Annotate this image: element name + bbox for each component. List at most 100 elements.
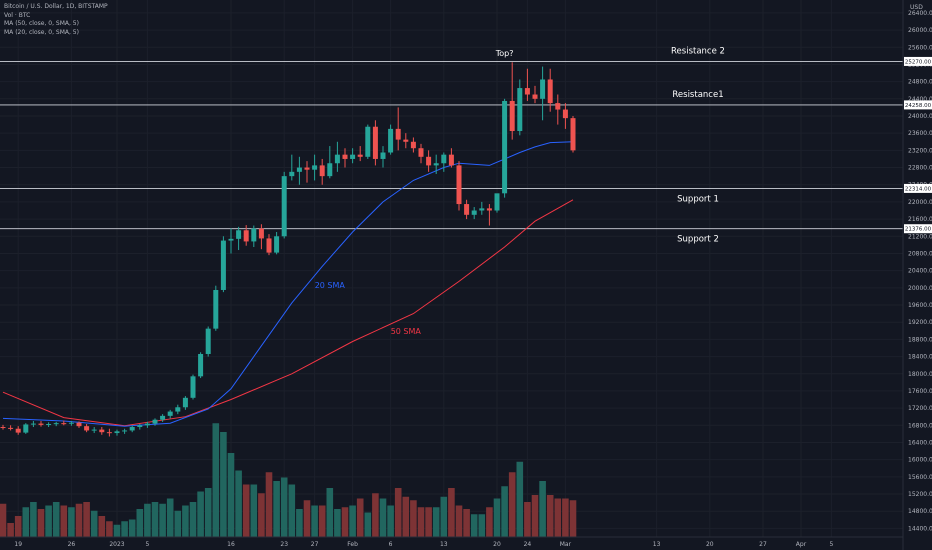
candle-body [418, 148, 424, 157]
level-price-tag-text: 24258.00 [905, 103, 932, 109]
time-tick-label: 16 [227, 541, 235, 548]
candle-body [357, 154, 363, 157]
candle-body [570, 118, 576, 151]
price-tick-label: 21600.00 [908, 216, 932, 223]
time-tick-label: 24 [524, 541, 532, 548]
time-axis[interactable]: 19 26 2023 5 16 23 27 Feb 6 13 20 24 Mar 13 20 27 Apr 5 [14, 541, 833, 548]
candle-body [61, 423, 67, 425]
volume-indicator-label[interactable]: Vol · BTC [4, 11, 31, 19]
volume-bar [394, 488, 402, 537]
candle-body [426, 156, 432, 166]
horizontal-levels[interactable]: Resistance 2 Resistance1 Support 1 Support … [0, 46, 903, 245]
volume-bar [402, 496, 410, 537]
volume-bar [356, 498, 364, 537]
candle-body [122, 430, 128, 432]
candle-body [350, 154, 356, 159]
volume-bar [478, 514, 486, 537]
volume-bar [379, 498, 387, 537]
chart-annotations: Top? 20 SMA 50 SMA [315, 49, 514, 336]
volume-bar [136, 509, 144, 537]
volume-bar [569, 500, 577, 537]
volume-bar [37, 509, 45, 537]
symbol-title[interactable]: Bitcoin / U.S. Dollar, 1D, BITSTAMP [4, 3, 108, 10]
volume-bar [508, 472, 516, 537]
level-price-tag [904, 56, 932, 66]
time-tick-label: 19 [14, 541, 22, 548]
volume-bar [242, 484, 250, 537]
price-tick-label: 16000.00 [908, 457, 932, 464]
volume-bar [0, 503, 7, 537]
candle-body [502, 100, 508, 194]
candle-body [182, 397, 188, 408]
candle-body [38, 423, 44, 425]
candle-body [220, 240, 226, 290]
time-tick-label: 5 [145, 541, 149, 548]
volume-bar [14, 516, 22, 537]
level-price-tag-text: 21376.00 [905, 227, 932, 233]
candle-body [23, 424, 29, 433]
level-label: Support 2 [677, 235, 719, 245]
candle-body [236, 230, 242, 239]
candle-body [304, 167, 310, 170]
candle-body [456, 165, 462, 205]
volume-bar [463, 509, 470, 537]
time-tick-label: 13 [653, 541, 661, 548]
candle-body [547, 79, 553, 104]
volume-bar [288, 484, 296, 537]
volume-bar [280, 477, 288, 537]
candle-body [68, 422, 74, 424]
volume-bar [296, 509, 303, 537]
volume-bar [524, 502, 531, 537]
candle-body [555, 103, 561, 110]
candle-body [403, 139, 409, 142]
ma50-indicator-label[interactable]: MA (50, close, 0, SMA, 5) [4, 20, 79, 27]
price-tick-label: 22800.00 [908, 165, 932, 172]
candle-body [532, 94, 538, 99]
candle-body [152, 419, 158, 424]
volume-bar [326, 488, 334, 537]
ma20-indicator-label[interactable]: MA (20, close, 0, SMA, 5) [4, 28, 79, 36]
candle-body [53, 423, 59, 425]
level-price-tag [904, 100, 932, 110]
volume-bar [425, 507, 432, 537]
candle-body [190, 376, 196, 398]
candle-body [76, 422, 82, 427]
volume-bar [554, 498, 562, 537]
candle-body [205, 328, 211, 354]
volume-bar [334, 509, 341, 537]
candle-body [296, 167, 302, 172]
volume-bar [311, 505, 318, 537]
candle-body [266, 238, 272, 253]
candle-body [228, 238, 234, 241]
volume-bar [227, 453, 235, 537]
volume-bar [303, 500, 311, 537]
time-tick-label: 20 [706, 541, 714, 548]
candle-body [281, 176, 287, 237]
level-price-tag [904, 183, 932, 193]
price-tick-label: 26400.00 [908, 10, 932, 17]
candlesticks[interactable] [0, 62, 576, 437]
currency-label: USD [910, 4, 923, 11]
price-tick-label: 16400.00 [908, 439, 932, 446]
candle-body [167, 411, 173, 416]
price-tick-label: 25600.00 [908, 44, 932, 51]
level-label: Support 1 [677, 194, 719, 204]
chart-legend: Bitcoin / U.S. Dollar, 1D, BITSTAMP Vol … [4, 3, 108, 37]
price-tick-label: 20400.00 [908, 268, 932, 275]
volume-bar [341, 507, 349, 537]
candle-body [441, 154, 447, 164]
price-tick-label: 15600.00 [908, 474, 932, 481]
volume-bar [562, 498, 569, 537]
price-axis[interactable]: 14400.00 14800.00 15200.00 15600.00 16000.00… [908, 10, 932, 533]
candle-body [144, 423, 150, 426]
volume-bar [250, 484, 258, 537]
volume-bar [197, 491, 204, 537]
chart-grid [0, 0, 903, 537]
volume-bar [90, 510, 98, 537]
candle-body [319, 165, 325, 177]
candle-body [312, 165, 318, 170]
candle-body [137, 425, 143, 428]
candle-body [106, 432, 112, 434]
volume-bar [493, 498, 501, 537]
